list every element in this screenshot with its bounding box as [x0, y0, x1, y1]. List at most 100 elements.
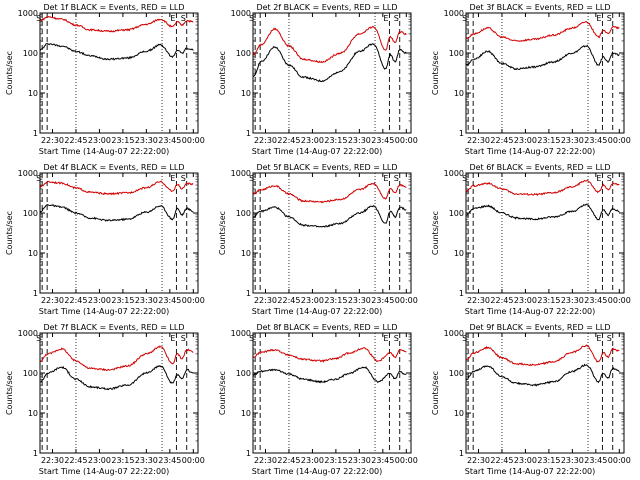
lld-series-line [465, 179, 620, 197]
event-marker-label: S [394, 14, 399, 23]
x-tick-label: 23:30 [135, 136, 158, 145]
y-tick-label: 100 [236, 369, 251, 378]
y-axis-label: Counts/sec [5, 371, 14, 415]
events-series-line [252, 205, 407, 228]
event-marker-label: E [170, 174, 175, 183]
y-tick-label: 10 [454, 89, 464, 98]
events-series-line [40, 364, 194, 391]
y-tick-label: 10 [28, 89, 38, 98]
x-tick-label: 23:45 [584, 296, 607, 305]
x-axis-label: Start Time (14-Aug-07 22:22:00) [252, 147, 383, 156]
x-tick-label: 00:00 [395, 136, 418, 145]
chart-title: Det 8f BLACK = Events, RED = LLD [256, 323, 397, 332]
plot-frame [39, 12, 199, 134]
x-tick-label: 00:00 [395, 456, 418, 465]
x-tick-label: 23:15 [111, 296, 134, 305]
y-tick-label: 1000 [231, 329, 251, 338]
x-tick-label: 22:30 [41, 296, 64, 305]
event-marker-label: E [596, 334, 601, 343]
y-tick-label: 10 [241, 249, 251, 258]
lld-series-line [466, 344, 620, 367]
x-tick-label: 23:00 [514, 136, 537, 145]
x-tick-label: 23:30 [348, 136, 371, 145]
x-tick-label: 00:00 [608, 456, 631, 465]
y-tick-label: 10 [454, 249, 464, 258]
y-tick-label: 1000 [444, 329, 464, 338]
event-marker-label: E [596, 174, 601, 183]
x-tick-label: 22:30 [41, 136, 64, 145]
x-tick-label: 22:30 [467, 456, 490, 465]
event-marker-label: S [181, 14, 186, 23]
events-series-line [253, 366, 407, 384]
x-tick-label: 00:00 [182, 456, 205, 465]
chart-panel: Det 7f BLACK = Events, RED = LLD Counts/s… [5, 323, 205, 476]
event-marker-label: E [383, 334, 388, 343]
x-tick-label: 23:30 [348, 296, 371, 305]
chart-title: Det 2f BLACK = Events, RED = LLD [256, 3, 397, 12]
x-axis-label: Start Time (14-Aug-07 22:22:00) [39, 467, 170, 476]
plot-frame [465, 12, 625, 134]
y-tick-label: 10 [241, 409, 251, 418]
y-tick-label: 1000 [444, 9, 464, 18]
x-tick-label: 22:45 [64, 136, 87, 145]
x-tick-label: 22:45 [64, 456, 87, 465]
x-tick-label: 23:00 [514, 296, 537, 305]
x-tick-label: 22:45 [64, 296, 87, 305]
event-marker-label: S [607, 14, 612, 23]
x-tick-label: 00:00 [608, 136, 631, 145]
x-tick-label: 00:00 [395, 296, 418, 305]
y-axis-label: Counts/sec [5, 51, 14, 95]
lld-series-line [465, 21, 620, 43]
y-tick-label: 1000 [18, 9, 38, 18]
x-tick-label: 23:00 [88, 136, 111, 145]
y-tick-label: 1 [33, 289, 38, 298]
x-tick-label: 23:00 [88, 456, 111, 465]
x-tick-label: 23:30 [348, 456, 371, 465]
events-series-line [253, 43, 407, 83]
x-tick-label: 23:15 [111, 136, 134, 145]
lld-series-line [252, 25, 407, 64]
x-tick-label: 22:30 [254, 136, 277, 145]
x-tick-label: 23:15 [324, 136, 347, 145]
y-tick-label: 10 [28, 409, 38, 418]
x-axis-label: Start Time (14-Aug-07 22:22:00) [465, 307, 596, 316]
y-tick-label: 1 [246, 289, 251, 298]
plot-frame [39, 332, 199, 454]
x-axis-label: Start Time (14-Aug-07 22:22:00) [252, 307, 383, 316]
y-tick-label: 1000 [231, 169, 251, 178]
x-tick-label: 23:00 [301, 296, 324, 305]
events-series-line [39, 204, 194, 222]
y-tick-label: 1 [459, 449, 464, 458]
y-tick-label: 10 [28, 249, 38, 258]
y-tick-label: 100 [23, 209, 38, 218]
chart-panel: Det 8f BLACK = Events, RED = LLD Counts/s… [218, 323, 418, 476]
x-tick-label: 00:00 [182, 296, 205, 305]
x-tick-label: 23:45 [371, 136, 394, 145]
y-tick-label: 1 [246, 449, 251, 458]
x-tick-label: 23:45 [158, 136, 181, 145]
x-tick-label: 23:45 [158, 456, 181, 465]
x-tick-label: 23:00 [88, 296, 111, 305]
y-tick-label: 100 [236, 209, 251, 218]
y-tick-label: 1 [246, 129, 251, 138]
y-tick-label: 1000 [231, 9, 251, 18]
event-marker-label: E [383, 14, 388, 23]
x-tick-label: 23:15 [324, 456, 347, 465]
y-tick-label: 100 [449, 369, 464, 378]
event-marker-label: S [249, 14, 254, 23]
lld-series-line [252, 347, 407, 363]
y-tick-label: 10 [454, 409, 464, 418]
x-tick-label: 22:45 [490, 136, 513, 145]
x-tick-label: 23:15 [111, 456, 134, 465]
chart-panel: Det 9f BLACK = Events, RED = LLD Counts/s… [431, 323, 631, 476]
y-axis-label: Counts/sec [218, 371, 227, 415]
y-tick-label: 1000 [18, 329, 38, 338]
events-series-line [466, 44, 620, 71]
x-axis-label: Start Time (14-Aug-07 22:22:00) [39, 147, 170, 156]
x-tick-label: 23:45 [371, 296, 394, 305]
x-tick-label: 00:00 [182, 136, 205, 145]
chart-panel: Det 6f BLACK = Events, RED = LLD Counts/s… [431, 163, 631, 316]
chart-title: Det 4f BLACK = Events, RED = LLD [43, 163, 184, 172]
x-tick-label: 22:30 [467, 296, 490, 305]
